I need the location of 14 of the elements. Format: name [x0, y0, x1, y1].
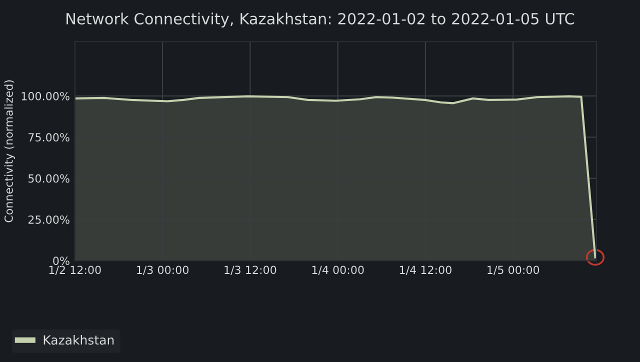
x-tick-label: 1/5 00:00	[488, 266, 540, 275]
x-tick-label: 1/3 12:00	[224, 266, 276, 275]
y-axis-title: Connectivity (normalized)	[4, 80, 16, 222]
x-tick-label: 1/4 12:00	[400, 266, 452, 275]
x-tick-label: 1/4 00:00	[312, 266, 364, 275]
y-tick-label: 75.00%	[28, 133, 70, 142]
y-tick-label: 50.00%	[28, 174, 70, 183]
legend-label: Kazakhstan	[44, 335, 114, 345]
y-tick-label: 25.00%	[28, 215, 70, 224]
chart-title: Network Connectivity, Kazakhstan: 2022-01-02 to 2022-01-05 UTC	[66, 12, 574, 28]
x-tick-label: 1/2 12:00	[49, 266, 101, 275]
x-tick-label: 1/3 00:00	[137, 266, 189, 275]
y-tick-label: 0%	[53, 256, 70, 266]
y-tick-label: 100.00%	[22, 92, 70, 100]
